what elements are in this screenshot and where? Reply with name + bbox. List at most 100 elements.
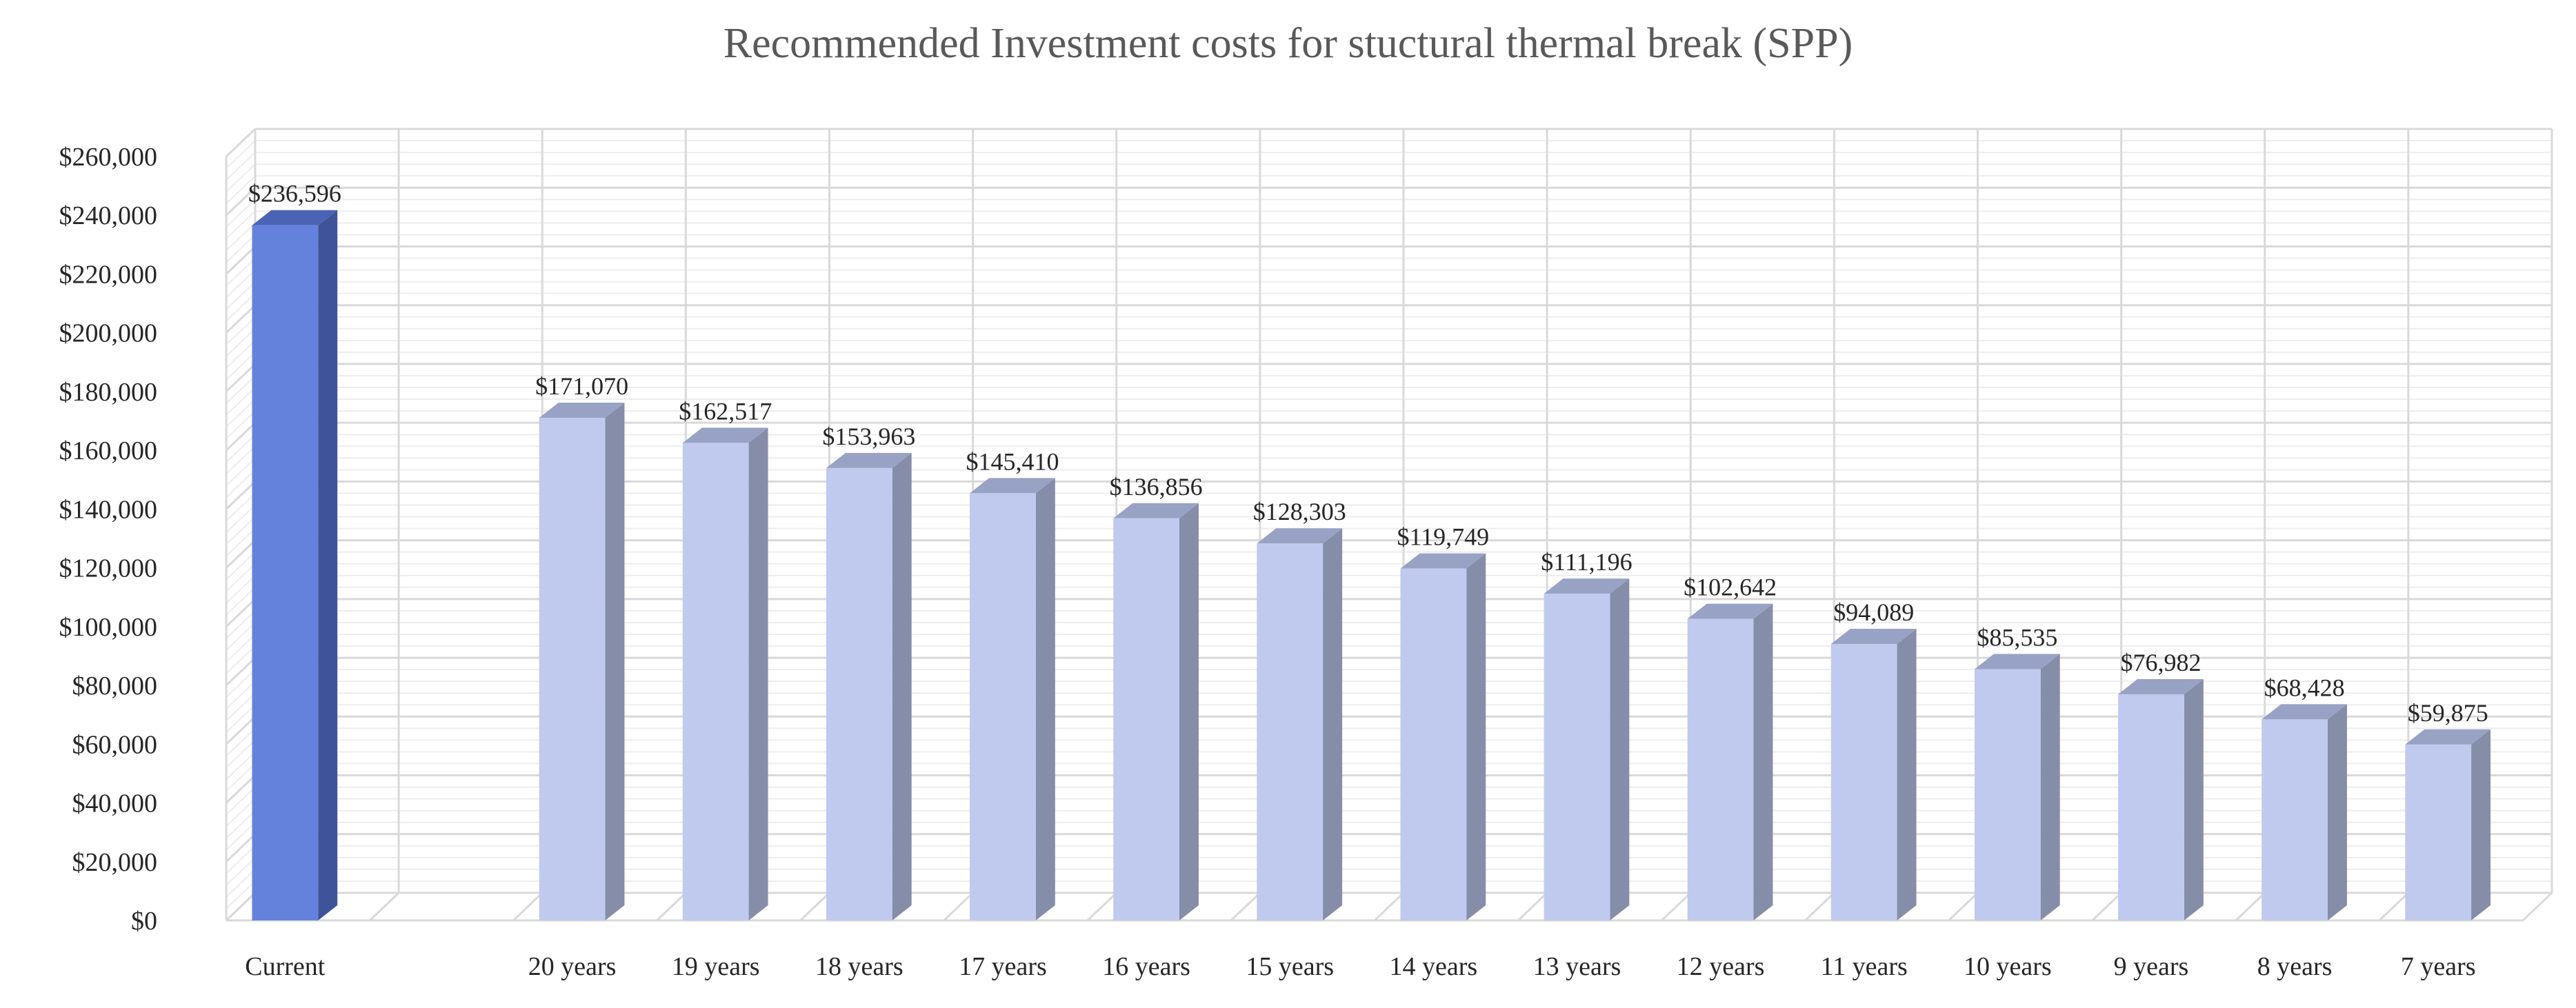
- y-tick-label: $160,000: [59, 436, 158, 465]
- data-label: $111,196: [1541, 548, 1632, 576]
- bar-17-years: [970, 478, 1055, 920]
- bar-14-years: [1400, 553, 1486, 920]
- bar-current: [252, 210, 338, 920]
- data-label: $85,535: [1977, 623, 2057, 651]
- gridline-side: [225, 598, 257, 627]
- gridline-side: [225, 304, 257, 334]
- gridline-side: [225, 774, 257, 804]
- gridline-floor: [2522, 891, 2553, 922]
- y-tick-label: $20,000: [72, 848, 158, 877]
- gridline-side-minor: [226, 869, 256, 898]
- bar-side: [2327, 704, 2347, 920]
- y-tick-label: $140,000: [59, 495, 158, 524]
- x-tick-label: 10 years: [1964, 952, 2052, 981]
- gridline-side-minor: [226, 140, 256, 169]
- gridline-floor: [225, 891, 257, 922]
- data-label: $68,428: [2264, 674, 2345, 701]
- bar-front: [1257, 543, 1324, 920]
- bar-side: [2184, 678, 2204, 920]
- y-tick-label: $180,000: [59, 378, 158, 407]
- y-axis: $0 $20,000 $40,000 $60,000 $80,000 $100,000 $1…: [59, 143, 158, 936]
- gridline-side-minor: [226, 704, 256, 733]
- gridline-side-minor: [226, 563, 256, 592]
- gridline-side: [225, 539, 257, 569]
- data-label: $171,070: [535, 372, 628, 400]
- x-axis: Current 20 years 19 years 18 years 17 years 1…: [245, 952, 2475, 981]
- y-tick-label: $240,000: [59, 201, 158, 230]
- gridline-side-minor: [226, 387, 256, 416]
- x-tick-label: 15 years: [1246, 952, 1334, 981]
- bar-18-years: [826, 452, 912, 920]
- gridline-floor: [512, 891, 543, 922]
- x-tick-label: 16 years: [1102, 952, 1190, 981]
- y-tick-label: $0: [131, 907, 157, 936]
- data-label: $136,856: [1110, 473, 1203, 501]
- bar-12-years: [1687, 603, 1773, 920]
- gridline-side-minor: [226, 375, 256, 404]
- gridline-side-minor: [226, 152, 256, 181]
- bar-front: [1400, 568, 1467, 920]
- bar-side: [892, 452, 912, 920]
- bar-11-years: [1830, 629, 1917, 920]
- bar-side: [748, 427, 768, 920]
- y-tick-label: $220,000: [59, 260, 158, 289]
- bar-front: [970, 493, 1036, 920]
- gridline-side-minor: [226, 751, 256, 780]
- gridline-side-minor: [226, 527, 256, 557]
- gridline-side-minor: [226, 575, 256, 604]
- gridline-side-minor: [226, 222, 256, 252]
- gridline-side-minor: [226, 809, 256, 839]
- y-tick-label: $260,000: [59, 143, 158, 172]
- gridline-side-minor: [226, 316, 256, 345]
- gridline-side-minor: [226, 257, 256, 287]
- gridline-side-minor: [226, 292, 256, 322]
- bar-side: [318, 210, 338, 920]
- x-tick-label: 18 years: [815, 952, 903, 981]
- gridline-side-minor: [226, 681, 256, 709]
- y-tick-label: $60,000: [72, 730, 158, 759]
- data-label: $128,303: [1253, 498, 1346, 525]
- bar-front: [2118, 694, 2184, 920]
- gridline-side-minor: [226, 821, 256, 851]
- bar-side: [1610, 578, 1630, 920]
- gridline-side: [225, 422, 257, 452]
- gridline-side-minor: [226, 786, 256, 816]
- gridline-side-minor: [226, 399, 256, 427]
- gridline-side-minor: [226, 281, 256, 310]
- bar-8-years: [2262, 704, 2347, 920]
- gridline-side-minor: [226, 845, 256, 874]
- data-label: $162,517: [679, 397, 772, 425]
- x-tick-label: 9 years: [2114, 952, 2189, 981]
- bar-top: [970, 478, 1055, 494]
- bar-front: [252, 225, 319, 920]
- x-tick-label: 19 years: [672, 952, 760, 981]
- bar-front: [1687, 618, 1754, 920]
- gridline-side-minor: [226, 410, 256, 439]
- gridline-side-minor: [226, 551, 256, 581]
- bar-10-years: [1974, 654, 2060, 920]
- gridline-floor: [1948, 891, 1979, 922]
- data-label: $102,642: [1684, 574, 1777, 601]
- x-tick-label: 17 years: [959, 952, 1047, 981]
- x-tick-label: 20 years: [528, 952, 617, 981]
- gridline-side-minor: [226, 857, 256, 886]
- bar-20-years: [539, 402, 625, 920]
- chart-title: Recommended Investment costs for stuctur…: [723, 20, 1853, 67]
- bar-side: [605, 402, 625, 920]
- bar-top: [682, 427, 768, 443]
- gridline-side-minor: [226, 610, 256, 639]
- bar-13-years: [1544, 578, 1630, 920]
- bar-top: [1687, 603, 1773, 619]
- bar-front: [1544, 594, 1610, 920]
- gridline-side-minor: [226, 210, 256, 240]
- gridline-side-minor: [226, 798, 256, 827]
- gridline-side: [225, 363, 257, 393]
- bar-front: [2262, 719, 2328, 920]
- gridline-side-minor: [226, 199, 256, 228]
- gridline-floor: [2235, 891, 2266, 922]
- gridline-floor: [1230, 891, 1261, 922]
- bar-top: [1974, 654, 2060, 669]
- bar-side: [2471, 729, 2491, 920]
- gridline-side-minor: [226, 634, 256, 663]
- gridline-side-minor: [226, 492, 256, 522]
